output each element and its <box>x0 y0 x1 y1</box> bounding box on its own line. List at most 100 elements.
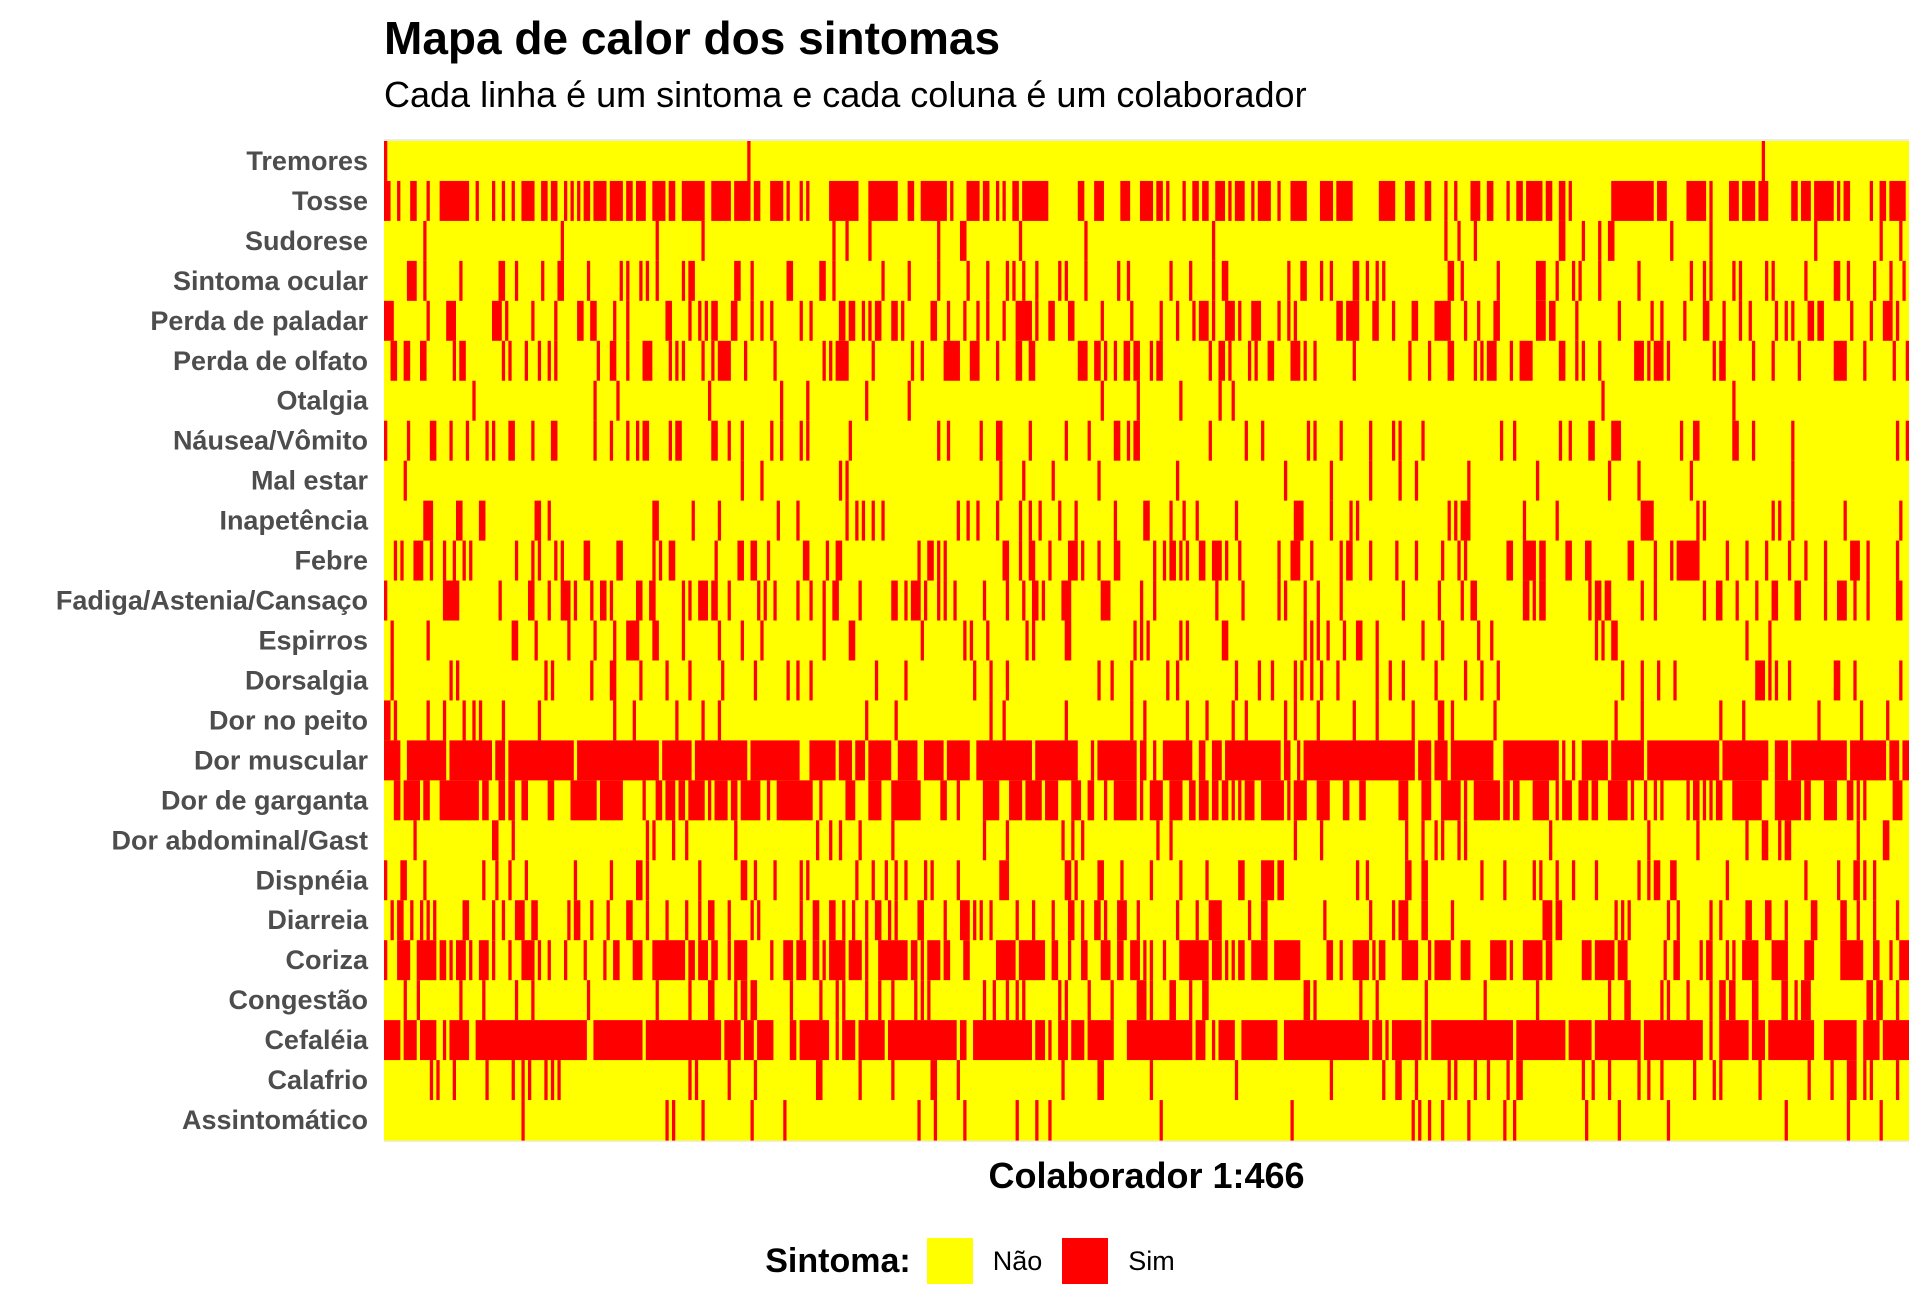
heatmap-cell-sim <box>1153 540 1157 582</box>
heatmap-cell-sim <box>482 860 486 901</box>
heatmap-cell-sim <box>1198 540 1206 582</box>
heatmap-cell-sim <box>1401 660 1406 702</box>
heatmap-cell-sim <box>554 300 558 342</box>
heatmap-cell-sim <box>1175 900 1180 941</box>
heatmap-cell-sim <box>887 1020 957 1061</box>
heatmap-cell-sim <box>1293 820 1298 861</box>
heatmap-cell-sim <box>1133 620 1137 662</box>
heatmap-cell-sim <box>1421 820 1425 861</box>
heatmap-cell-sim <box>1274 940 1301 981</box>
heatmap-cell-sim <box>1555 260 1559 302</box>
heatmap-cell-sim <box>976 300 980 342</box>
heatmap-cell-sim <box>943 580 947 622</box>
heatmap-cell-sim <box>652 500 659 542</box>
heatmap-cell-sim <box>1401 940 1419 981</box>
heatmap-cell-sim <box>1225 540 1229 582</box>
heatmap-cell-sim <box>1100 300 1104 342</box>
heatmap-cell-sim <box>1535 980 1540 1021</box>
heatmap-cell-sim <box>577 740 659 781</box>
heatmap-cell-sim <box>819 980 823 1021</box>
heatmap-cell-sim <box>1450 700 1455 741</box>
heatmap-cell-sim <box>1277 580 1281 622</box>
heatmap-cell-sim <box>384 740 401 781</box>
heatmap-cell-sim <box>1804 780 1811 821</box>
heatmap-cell-sim <box>1149 860 1154 901</box>
heatmap-cell-sim <box>1035 260 1039 302</box>
heatmap-cell-sim <box>570 180 574 222</box>
heatmap-cell-sim <box>662 740 692 781</box>
heatmap-cell-sim <box>521 940 535 981</box>
heatmap-cell-sim <box>1814 220 1818 262</box>
heatmap-cell-sim <box>1205 860 1209 901</box>
heatmap-cell-sim <box>1031 580 1039 622</box>
heatmap-cell-sim <box>1077 180 1085 222</box>
heatmap-cell-sim <box>717 620 722 662</box>
heatmap-cell-sim <box>384 1020 401 1061</box>
heatmap-cell-sim <box>1794 980 1798 1021</box>
heatmap-cell-sim <box>740 860 748 901</box>
heatmap-cell-sim <box>423 260 427 302</box>
heatmap-cell-sim <box>1503 740 1559 781</box>
heatmap-cell-sim <box>1319 180 1334 222</box>
heatmap-cell-sim <box>711 940 718 981</box>
heatmap-cell-sim <box>527 1060 532 1101</box>
heatmap-cell-sim <box>995 180 1000 222</box>
heatmap-cell-sim <box>992 980 996 1021</box>
heatmap-cell-sim <box>1408 340 1412 382</box>
heatmap-cell-sim <box>1450 900 1455 941</box>
heatmap-cell-sim <box>420 340 427 382</box>
heatmap-cell-sim <box>1251 300 1262 342</box>
heatmap-cell-sim <box>743 1020 754 1061</box>
heatmap-cell-sim <box>442 700 447 741</box>
heatmap-cell-sim <box>1653 860 1661 901</box>
heatmap-cell-sim <box>514 540 519 582</box>
heatmap-cell-sim <box>1139 740 1147 781</box>
heatmap-cell-sim <box>943 340 960 382</box>
heatmap-cell-sim <box>1097 660 1101 702</box>
heatmap-cell-sim <box>806 860 810 901</box>
heatmap-cell-sim <box>750 1100 754 1141</box>
heatmap-cell-sim <box>1051 460 1055 502</box>
heatmap-cell-sim <box>593 1020 643 1061</box>
heatmap-cell-sim <box>891 820 895 861</box>
heatmap-cell-sim <box>384 940 388 981</box>
heatmap-cell-sim <box>1463 780 1468 821</box>
heatmap-cell-sim <box>1058 980 1062 1021</box>
heatmap-cell-sim <box>1745 900 1752 941</box>
heatmap-cell-sim <box>1702 780 1707 821</box>
heatmap-cell-sim <box>1002 180 1006 222</box>
heatmap-cell-sim <box>845 460 849 502</box>
heatmap-cell-sim <box>1251 180 1255 222</box>
heatmap-cell-sim <box>1048 300 1055 342</box>
heatmap-cell-sim <box>1002 540 1010 582</box>
heatmap-cell-sim <box>1300 660 1304 702</box>
heatmap-cell-sim <box>1179 620 1183 662</box>
heatmap-cell-sim <box>665 900 669 941</box>
heatmap-cell-sim <box>1738 260 1743 302</box>
heatmap-cell-sim <box>982 820 987 861</box>
heatmap-cell-sim <box>472 380 476 422</box>
heatmap-cell-sim <box>1087 1020 1114 1061</box>
heatmap-cell-sim <box>541 180 548 222</box>
heatmap-cell-sim <box>1405 860 1412 901</box>
heatmap-row-background <box>384 141 1909 182</box>
heatmap-cell-sim <box>1179 540 1183 582</box>
heatmap-cell-sim <box>966 260 970 302</box>
heatmap-cell-sim <box>730 300 738 342</box>
heatmap-cell-sim <box>1097 860 1104 901</box>
heatmap-cell-sim <box>1175 660 1180 702</box>
heatmap-cell-sim <box>1833 260 1841 302</box>
heatmap-cell-sim <box>1555 780 1559 821</box>
heatmap-cell-sim <box>639 260 643 302</box>
heatmap-cell-sim <box>1591 780 1599 821</box>
heatmap-cell-sim <box>1313 980 1317 1021</box>
heatmap-cell-sim <box>681 620 686 662</box>
heatmap-cell-sim <box>1640 500 1654 542</box>
chart-title: Mapa de calor dos sintomas <box>384 12 1001 64</box>
heatmap-cell-sim <box>1385 1020 1389 1061</box>
heatmap-cell-sim <box>1012 260 1016 302</box>
heatmap-cell-sim <box>1218 340 1226 382</box>
heatmap-cell-sim <box>1149 340 1154 382</box>
y-tick-label: Dorsalgia <box>245 665 369 695</box>
heatmap-cell-sim <box>1110 980 1114 1021</box>
